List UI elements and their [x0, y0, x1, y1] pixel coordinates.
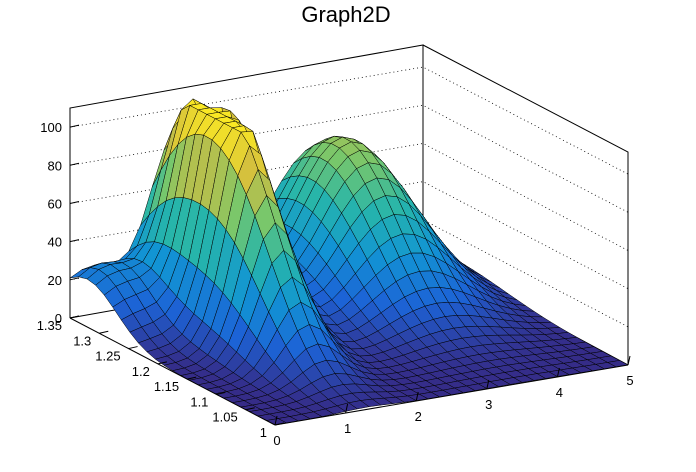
y-tick — [245, 407, 255, 411]
surface-mesh — [69, 98, 629, 426]
y-tick-label: 1.35 — [37, 318, 62, 333]
z-gridline — [69, 219, 629, 328]
x-tick — [274, 415, 278, 426]
grid-lines — [69, 66, 629, 328]
y-tick — [187, 376, 197, 380]
x-tick-label: 5 — [626, 373, 633, 388]
y-tick — [157, 361, 167, 365]
z-tick-label: 40 — [48, 235, 62, 250]
y-axis-line — [69, 317, 276, 426]
y-tick-label: 1.25 — [95, 349, 120, 364]
y-tick-label: 1.2 — [132, 364, 150, 379]
z-tick — [69, 315, 80, 319]
y-tick — [216, 391, 226, 395]
z-tick-label: 80 — [48, 158, 62, 173]
z-tick-label: 0 — [55, 311, 62, 326]
x-tick-label: 1 — [344, 421, 351, 436]
front-axes — [69, 108, 629, 426]
axis-ticks — [69, 124, 631, 426]
y-tick-label: 1.1 — [190, 394, 208, 409]
y-tick-label: 1.15 — [154, 379, 179, 394]
y-tick — [99, 330, 109, 334]
back-wall-right — [422, 44, 629, 365]
x-tick — [415, 391, 419, 402]
axis-tick-labels: 01234511.051.11.151.21.251.31.3502040608… — [37, 120, 634, 448]
x-axis-line — [274, 364, 629, 426]
x-tick — [556, 367, 560, 378]
z-tick-label: 60 — [48, 196, 62, 211]
x-tick — [345, 403, 349, 414]
z-tick — [69, 124, 80, 128]
x-tick — [627, 355, 631, 366]
x-tick-label: 2 — [415, 409, 422, 424]
z-gridline — [69, 104, 629, 213]
z-tick — [69, 200, 80, 204]
y-tick-label: 1 — [260, 425, 267, 440]
y-tick — [274, 422, 285, 426]
x-tick-label: 4 — [556, 385, 563, 400]
z-tick-label: 20 — [48, 273, 62, 288]
z-tick-label: 100 — [40, 120, 62, 135]
x-tick-label: 3 — [485, 397, 492, 412]
z-tick — [69, 239, 80, 243]
y-tick-label: 1.05 — [212, 410, 237, 425]
z-gridline — [69, 143, 629, 251]
z-tick — [69, 277, 80, 281]
z-gridline — [69, 66, 629, 175]
y-tick — [128, 346, 138, 350]
z-gridline — [69, 181, 629, 289]
x-tick-label: 0 — [273, 433, 280, 448]
chart-title: Graph2D — [301, 2, 390, 27]
y-tick-label: 1.3 — [73, 333, 91, 348]
x-tick — [486, 379, 490, 390]
z-tick — [69, 162, 80, 166]
